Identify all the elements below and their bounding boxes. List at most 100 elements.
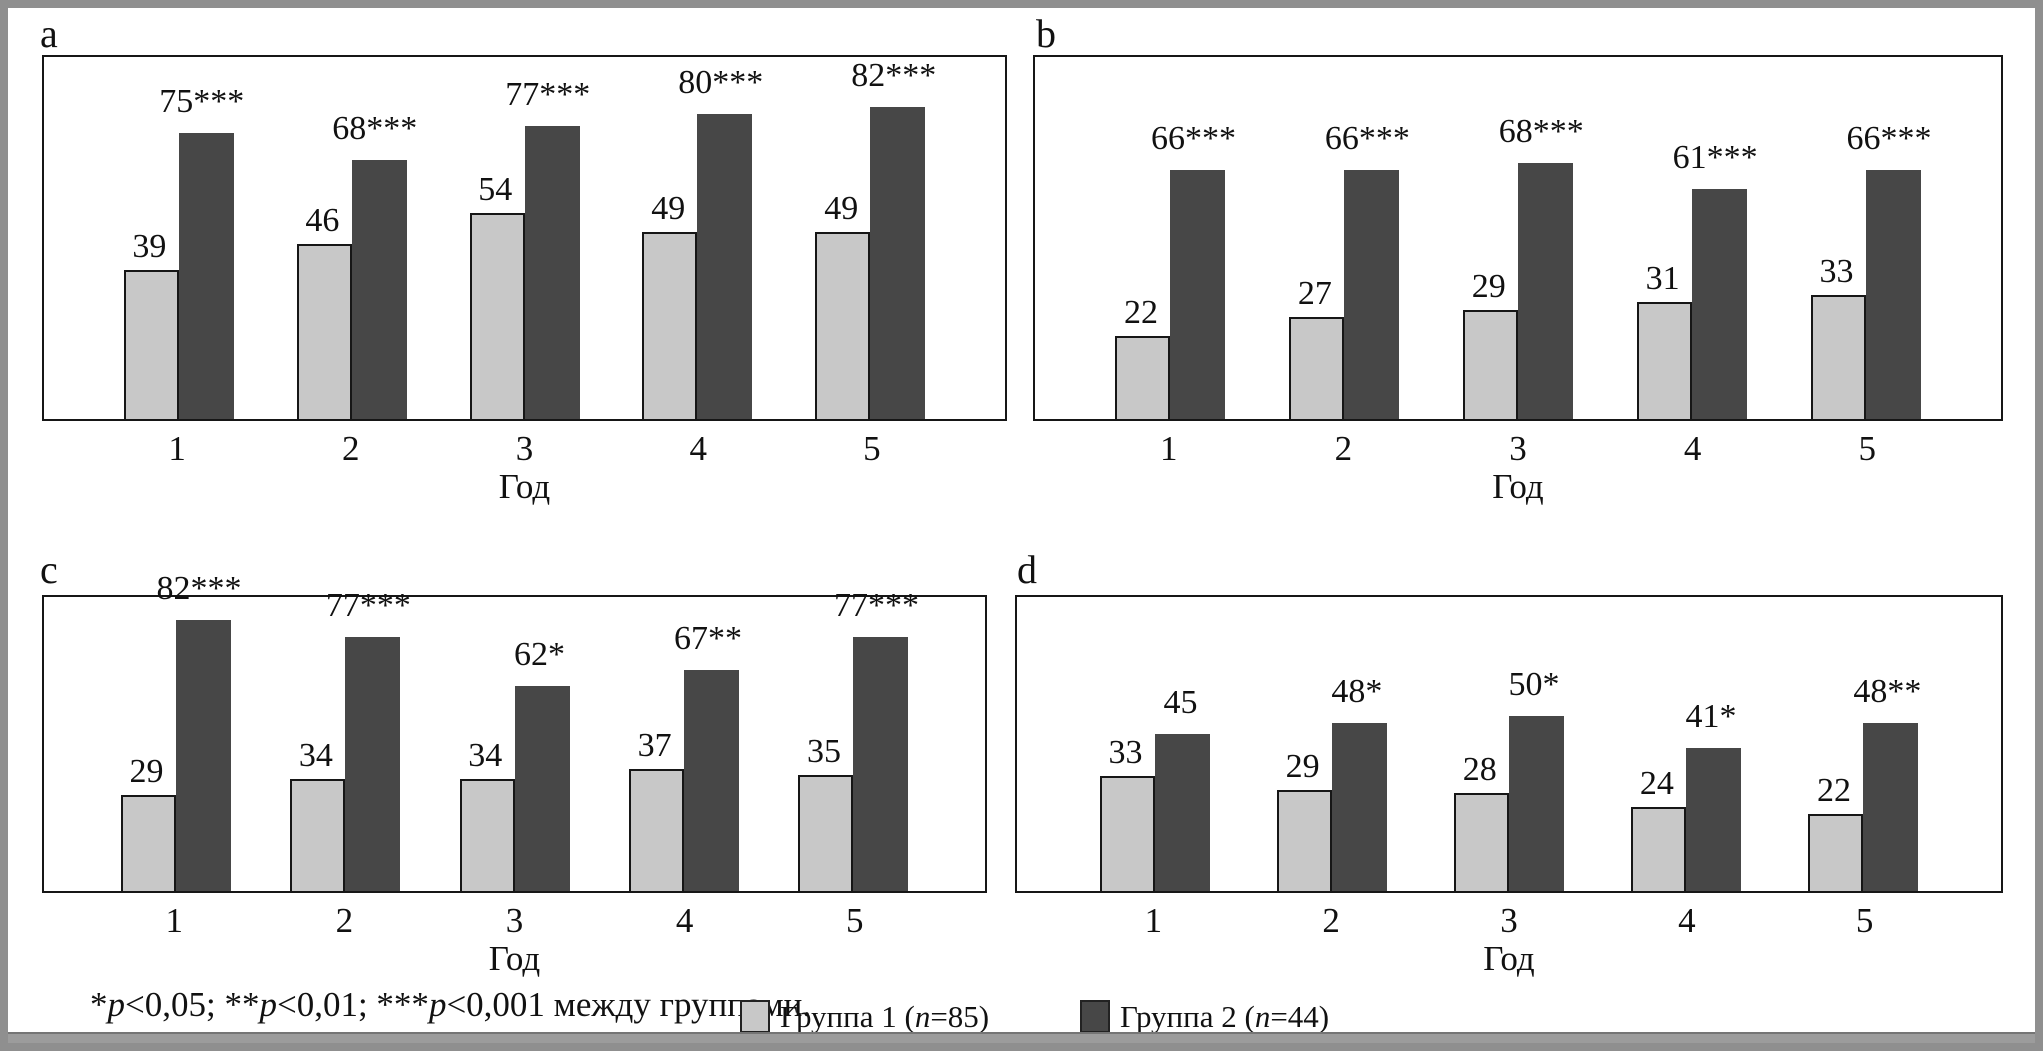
- panel-c-year3-group2-value-label: 62*: [513, 636, 565, 674]
- panel-d-year5-series1-column: 22: [1808, 597, 1864, 891]
- panel-c-year5-series2-column: 77***: [834, 588, 919, 891]
- panel-b-year1-group1-bar: [1115, 336, 1171, 419]
- panel-c-year4-group1-value-label: 37: [637, 726, 672, 764]
- panel-b-year4-group1-value-label: 31: [1645, 260, 1680, 298]
- panel-c-year2-group1-bar: [290, 778, 346, 891]
- panel-a-year2-group: 46 68***: [296, 57, 417, 419]
- panel-b-year4-series2-column: 61***: [1673, 57, 1758, 419]
- panel-a-tick-3: 3: [515, 429, 534, 468]
- panel-c-year3-group1-value-label: 34: [468, 736, 503, 774]
- panel-b-year2-group1-bar: [1289, 317, 1345, 419]
- panel-c-year3-group2-bar: [514, 686, 570, 891]
- panel-a-year1-group: 39 75***: [123, 57, 244, 419]
- panel-d-plot-box: 33 45 29 48* 28 50* 24 41* 22 48**: [1015, 595, 2003, 893]
- panel-a-year1-group2-bar: [178, 133, 234, 419]
- panel-c-year4-group2-value-label: 67**: [673, 619, 742, 657]
- panel-d-year1-series2-column: 45: [1154, 597, 1210, 891]
- panel-d-year1-group1-bar: [1099, 775, 1155, 891]
- panel-a-letter: a: [40, 11, 58, 56]
- panel-a-year1-group1-bar: [123, 270, 179, 419]
- panel-a-year3-group1-bar: [469, 213, 525, 419]
- panel-b-year1-series2-column: 66***: [1151, 57, 1236, 419]
- panel-c-year1-series2-column: 82***: [156, 572, 241, 891]
- panel-a-year5-group1-value-label: 49: [824, 190, 859, 228]
- panel-a-tick-4: 4: [689, 429, 707, 468]
- panel-d-year3-group2-bar: [1509, 716, 1564, 891]
- panel-d-xaxis-label: Год: [1483, 939, 1535, 978]
- panel-c-tick-4: 4: [675, 901, 694, 940]
- panel-b-tick-1: 1: [1160, 429, 1178, 468]
- panel-c-year5-series1-column: 35: [798, 597, 854, 891]
- legend-1-segment-1: n: [914, 999, 931, 1034]
- panel-a-year3-group2-value-label: 77***: [505, 75, 591, 113]
- panel-b-xaxis-label: Год: [1492, 467, 1544, 506]
- panel-d-year5-group2-value-label: 48**: [1853, 673, 1922, 711]
- panel-c-tick-3: 3: [505, 901, 524, 940]
- panel-d-year4-group1-bar: [1631, 807, 1687, 891]
- panel-d-year4-group2-bar: [1686, 747, 1742, 891]
- legend-2-segment-2: =44): [1270, 999, 1330, 1034]
- footnote-segment-1: p: [107, 985, 126, 1024]
- panel-d-year3-group1-value-label: 28: [1462, 751, 1497, 789]
- legend-item-group2: Группа 2 (n=44): [1080, 1000, 1329, 1033]
- panel-d-year1-group: 33 45: [1099, 597, 1210, 891]
- panel-a-year5-group2-value-label: 82***: [851, 56, 937, 94]
- panel-c-year4-group2-bar: [683, 669, 739, 891]
- panel-c-year5-group2-bar: [853, 636, 909, 891]
- panel-a-year2-group1-bar: [296, 243, 352, 419]
- panel-b-year4-group1-bar: [1636, 302, 1692, 419]
- panel-d-year2-series2-column: 48*: [1331, 597, 1387, 891]
- panel-b-year2-group1-value-label: 27: [1297, 275, 1332, 313]
- panel-b-year1-group: 22 66***: [1115, 57, 1236, 419]
- legend-label-group2: Группа 2 (n=44): [1120, 1001, 1329, 1032]
- panel-a-year2-group2-bar: [351, 159, 407, 419]
- panel-b-year2-series1-column: 27: [1289, 57, 1345, 419]
- panel-d-year4-group2-value-label: 41*: [1685, 697, 1737, 735]
- panel-c-year4-group1-bar: [628, 768, 684, 891]
- panel-d-letter: d: [1017, 547, 1037, 592]
- panel-c-year2-group1-value-label: 34: [298, 736, 333, 774]
- panel-a-year3-group2-bar: [524, 125, 580, 419]
- panel-a-tick-5: 5: [863, 429, 881, 468]
- panel-a-year4-group2-bar: [697, 114, 753, 419]
- panel-d-year2-group2-value-label: 48*: [1331, 673, 1383, 711]
- footnote-segment-0: *: [90, 985, 108, 1024]
- panel-d: 33 45 29 48* 28 50* 24 41* 22 48** 1 2 3 4 5 Год: [1015, 595, 2003, 983]
- panel-b-tick-4: 4: [1683, 429, 1702, 468]
- panel-b-year5-group2-bar: [1865, 170, 1921, 419]
- panel-c-xaxis-label: Год: [488, 939, 541, 978]
- panel-d-tick-2: 2: [1322, 901, 1340, 940]
- panel-d-year4-group: 24 41*: [1631, 597, 1742, 891]
- panel-b-plot-area: 22 66*** 27 66*** 29 68*** 31 61*** 33 66***: [1035, 57, 2001, 419]
- panel-c-year3-series1-column: 34: [459, 597, 515, 891]
- legend-2-segment-1: n: [1254, 999, 1271, 1034]
- panel-c-year5-group1-bar: [798, 775, 854, 891]
- panel-b-year3-group1-value-label: 29: [1471, 267, 1506, 305]
- panel-c-year2-group2-bar: [345, 636, 401, 891]
- panel-d-year5-group1-bar: [1808, 814, 1864, 891]
- panel-d-year4-series1-column: 24: [1631, 597, 1687, 891]
- panel-a-year5-group2-bar: [870, 106, 926, 419]
- legend-1-segment-2: =85): [930, 999, 990, 1034]
- panel-a-year1-group1-value-label: 39: [132, 228, 167, 266]
- panel-a-year4-group2-value-label: 80***: [678, 64, 764, 102]
- panel-d-tick-4: 4: [1678, 901, 1696, 940]
- panel-d-year3-group1-bar: [1454, 793, 1509, 891]
- panel-a-year4-group1-value-label: 49: [651, 190, 686, 228]
- panel-a-plot-area: 39 75*** 46 68*** 54 77*** 49 80*** 49 82***: [44, 57, 1005, 419]
- panel-a-year3-series2-column: 77***: [505, 57, 590, 419]
- panel-b-year3-series2-column: 68***: [1499, 57, 1584, 419]
- panel-b-plot-box: 22 66*** 27 66*** 29 68*** 31 61*** 33 66***: [1033, 55, 2003, 421]
- panel-a-year5-series1-column: 49: [815, 57, 871, 419]
- frame-bottom-strip: [8, 1032, 2035, 1043]
- panel-b-year1-series1-column: 22: [1115, 57, 1171, 419]
- panel-c-plot-box: 29 82*** 34 77*** 34 62* 37 67** 35 77***: [42, 572, 987, 893]
- panel-d-tick-3: 3: [1500, 901, 1518, 940]
- panel-c: 29 82*** 34 77*** 34 62* 37 67** 35 77*** 1 2 3 4 5 Год: [42, 572, 987, 983]
- panel-d-year2-group2-bar: [1331, 723, 1387, 891]
- panel-b-year1-group1-value-label: 22: [1124, 294, 1159, 332]
- panel-b-letter: b: [1036, 11, 1056, 56]
- panel-c-year2-series2-column: 77***: [326, 588, 411, 891]
- footnote-segment-3: p: [259, 985, 277, 1024]
